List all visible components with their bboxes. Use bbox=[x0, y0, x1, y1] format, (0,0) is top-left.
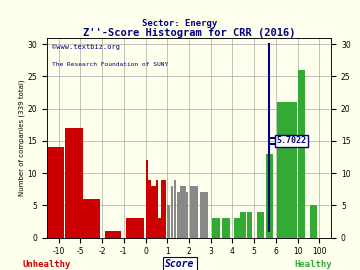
Bar bbox=[190, 186, 198, 238]
Text: The Research Foundation of SUNY: The Research Foundation of SUNY bbox=[53, 62, 169, 67]
Bar bbox=[266, 154, 273, 238]
Title: Z''-Score Histogram for CRR (2016): Z''-Score Histogram for CRR (2016) bbox=[83, 28, 295, 38]
Bar bbox=[310, 205, 317, 238]
Bar bbox=[298, 70, 305, 238]
Bar bbox=[163, 180, 166, 238]
Bar bbox=[212, 218, 220, 238]
Bar bbox=[177, 193, 180, 238]
Bar bbox=[240, 212, 246, 238]
Text: Healthy: Healthy bbox=[294, 260, 332, 269]
Bar bbox=[146, 160, 148, 238]
Bar bbox=[151, 186, 153, 238]
Text: Score: Score bbox=[165, 259, 195, 269]
Bar bbox=[82, 199, 100, 238]
Bar bbox=[234, 218, 240, 238]
Bar bbox=[167, 205, 170, 238]
Bar bbox=[148, 180, 150, 238]
Bar bbox=[126, 218, 144, 238]
Bar bbox=[44, 147, 64, 238]
Bar bbox=[105, 231, 113, 238]
Bar bbox=[156, 180, 158, 238]
Text: 5.7022: 5.7022 bbox=[276, 136, 306, 146]
Bar bbox=[158, 218, 161, 238]
Text: Unhealthy: Unhealthy bbox=[23, 260, 71, 269]
Bar bbox=[186, 193, 188, 238]
Bar bbox=[112, 231, 121, 238]
Text: Sector: Energy: Sector: Energy bbox=[142, 19, 218, 28]
Bar bbox=[222, 218, 230, 238]
Bar bbox=[73, 128, 83, 238]
Bar bbox=[153, 186, 156, 238]
Text: ©www.textbiz.org: ©www.textbiz.org bbox=[53, 44, 121, 50]
Bar bbox=[200, 193, 208, 238]
Bar bbox=[247, 212, 252, 238]
Bar bbox=[257, 212, 264, 238]
Bar bbox=[65, 128, 75, 238]
Bar bbox=[183, 186, 185, 238]
Bar bbox=[180, 186, 183, 238]
Y-axis label: Number of companies (339 total): Number of companies (339 total) bbox=[18, 79, 24, 196]
Bar bbox=[171, 186, 173, 238]
Bar bbox=[161, 180, 163, 238]
Bar bbox=[174, 180, 176, 238]
Bar bbox=[276, 102, 297, 238]
